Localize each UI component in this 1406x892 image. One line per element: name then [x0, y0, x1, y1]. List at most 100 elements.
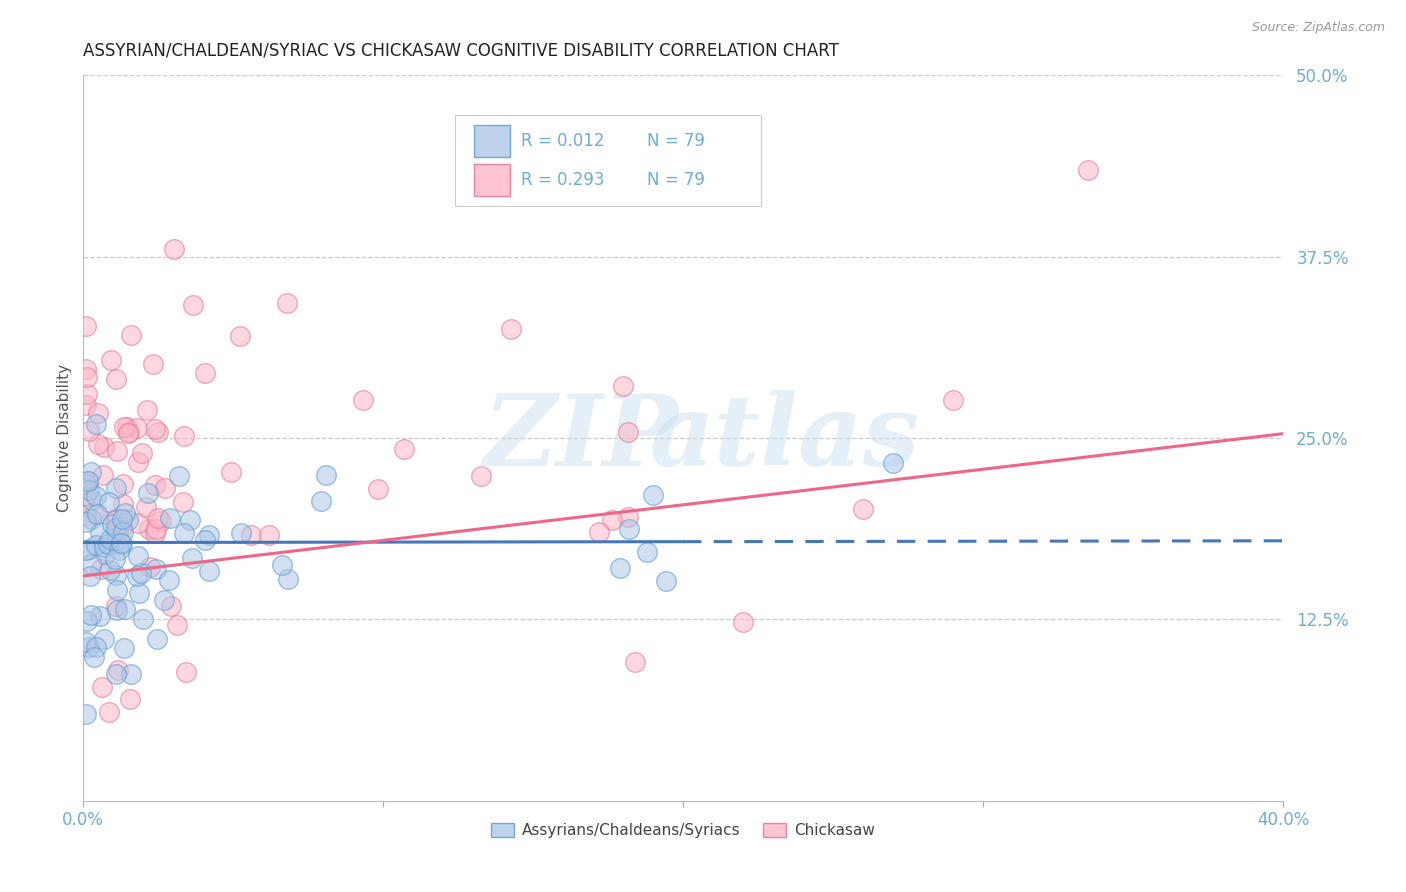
Point	[636, 545, 658, 559]
Point	[198, 564, 221, 578]
Point	[127, 516, 149, 530]
Point	[84, 640, 107, 655]
Text: atlas: atlas	[650, 390, 920, 486]
Point	[157, 573, 180, 587]
Point	[84, 489, 107, 503]
Point	[259, 527, 281, 541]
Point	[111, 511, 134, 525]
Point	[98, 705, 121, 719]
Point	[105, 667, 128, 681]
Point	[143, 525, 166, 540]
Point	[138, 523, 160, 537]
Point	[229, 525, 252, 540]
Point	[617, 425, 640, 439]
Point	[75, 508, 97, 523]
Point	[114, 602, 136, 616]
Point	[309, 494, 332, 508]
Point	[86, 406, 108, 420]
Point	[125, 421, 148, 435]
Point	[75, 398, 97, 412]
Point	[86, 507, 108, 521]
Point	[104, 521, 127, 535]
Point	[86, 538, 108, 552]
Point	[127, 549, 149, 563]
Point	[609, 561, 631, 575]
Point	[76, 387, 98, 401]
Point	[104, 534, 127, 549]
Point	[882, 456, 904, 470]
Point	[612, 379, 634, 393]
Point	[120, 328, 142, 343]
Point	[643, 488, 665, 502]
Legend: Assyrians/Chaldeans/Syriacs, Chickasaw: Assyrians/Chaldeans/Syriacs, Chickasaw	[485, 817, 882, 844]
Point	[97, 537, 120, 551]
Point	[143, 478, 166, 492]
Point	[90, 561, 112, 575]
Point	[76, 614, 98, 628]
Point	[852, 501, 875, 516]
Point	[79, 511, 101, 525]
Point	[153, 481, 176, 495]
Point	[100, 352, 122, 367]
Point	[499, 322, 522, 336]
Point	[105, 603, 128, 617]
Point	[167, 469, 190, 483]
Point	[79, 424, 101, 438]
Point	[145, 522, 167, 536]
Point	[93, 541, 115, 555]
Point	[79, 607, 101, 622]
Point	[76, 369, 98, 384]
Point	[145, 632, 167, 646]
Point	[75, 706, 97, 721]
Text: N = 79: N = 79	[647, 170, 704, 189]
Point	[98, 532, 121, 546]
Point	[150, 514, 173, 528]
Point	[98, 495, 121, 509]
Text: ASSYRIAN/CHALDEAN/SYRIAC VS CHICKASAW COGNITIVE DISABILITY CORRELATION CHART: ASSYRIAN/CHALDEAN/SYRIAC VS CHICKASAW CO…	[83, 42, 839, 60]
Point	[75, 635, 97, 649]
Point	[180, 550, 202, 565]
Text: N = 79: N = 79	[647, 132, 704, 150]
Point	[107, 664, 129, 678]
Point	[624, 655, 647, 669]
Point	[75, 362, 97, 376]
Point	[110, 536, 132, 550]
Point	[470, 468, 492, 483]
Point	[159, 511, 181, 525]
Point	[139, 560, 162, 574]
Point	[87, 437, 110, 451]
Point	[75, 515, 97, 529]
Point	[105, 512, 128, 526]
Point	[194, 533, 217, 548]
Point	[602, 513, 624, 527]
Point	[104, 552, 127, 566]
Text: R = 0.012: R = 0.012	[522, 132, 605, 150]
Point	[93, 468, 115, 483]
Point	[112, 641, 135, 656]
Point	[77, 474, 100, 488]
Point	[111, 498, 134, 512]
Point	[146, 425, 169, 439]
FancyBboxPatch shape	[456, 115, 761, 206]
Point	[98, 563, 121, 577]
Point	[83, 505, 105, 519]
Point	[76, 474, 98, 488]
Point	[276, 296, 298, 310]
Point	[104, 372, 127, 386]
Point	[153, 593, 176, 607]
Text: Source: ZipAtlas.com: Source: ZipAtlas.com	[1251, 21, 1385, 34]
Point	[733, 615, 755, 629]
Point	[79, 542, 101, 557]
Point	[219, 465, 242, 479]
Point	[174, 665, 197, 680]
Point	[112, 477, 135, 491]
Point	[118, 425, 141, 439]
Point	[125, 569, 148, 583]
Point	[89, 609, 111, 624]
Point	[83, 650, 105, 665]
Point	[115, 419, 138, 434]
Point	[75, 542, 97, 557]
Point	[392, 442, 415, 456]
Point	[277, 572, 299, 586]
Point	[75, 489, 97, 503]
